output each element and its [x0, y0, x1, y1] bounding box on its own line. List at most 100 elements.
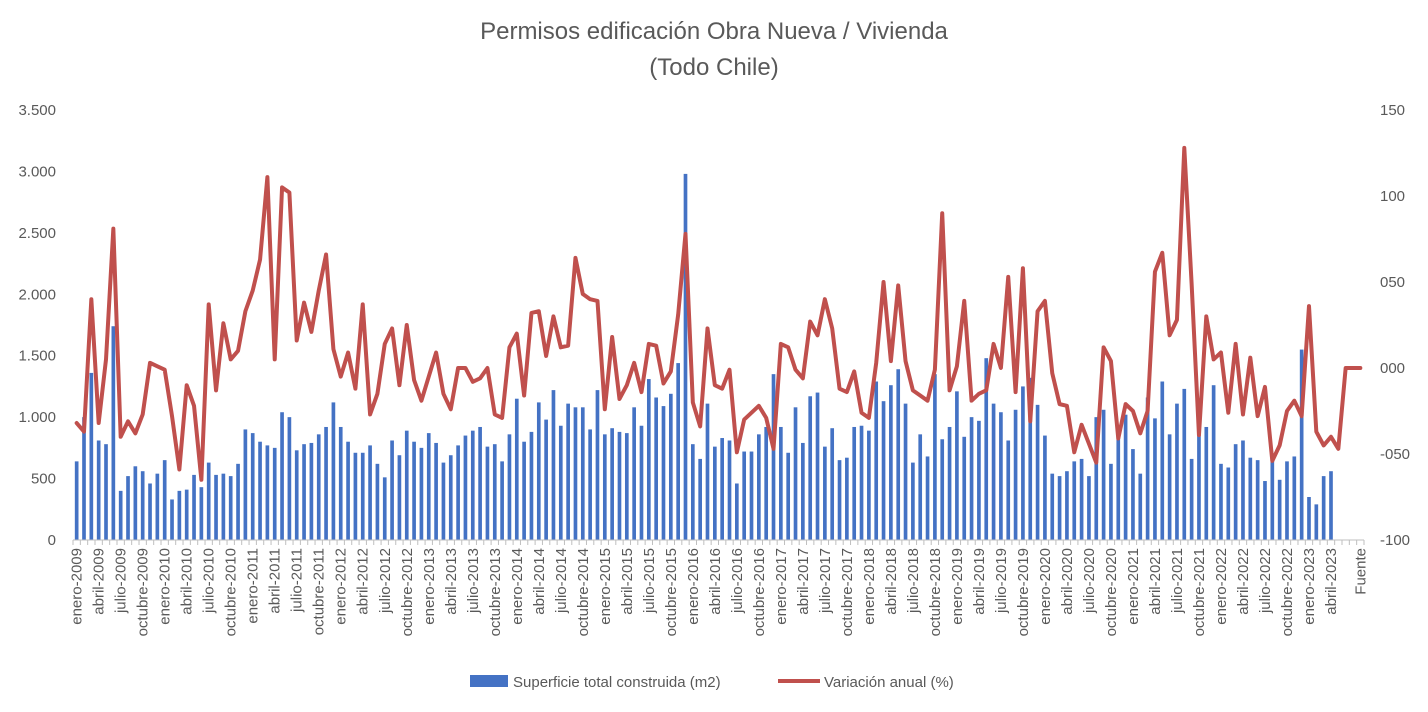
bar [104, 444, 108, 540]
bar [514, 398, 519, 540]
bar [808, 396, 813, 540]
x-tick-label: julio-2011 [289, 548, 306, 613]
bar [911, 462, 915, 540]
x-tick-label: enero-2018 [861, 548, 878, 625]
bar [228, 476, 233, 540]
x-tick-label: julio-2021 [1169, 548, 1186, 614]
bar [830, 428, 835, 540]
x-tick-label: octubre-2014 [575, 548, 592, 636]
bar [1175, 403, 1179, 540]
bar [441, 462, 446, 540]
bar [779, 426, 783, 540]
bar [1211, 385, 1216, 540]
bar [1101, 409, 1106, 540]
bar [1131, 449, 1135, 540]
x-tick-label: julio-2012 [377, 548, 394, 614]
x-tick-label: julio-2018 [905, 548, 922, 614]
x-tick-label: julio-2013 [465, 548, 482, 614]
bar [1043, 435, 1047, 540]
y-right-tick-label: 050 [1380, 274, 1405, 291]
bar [1226, 467, 1231, 540]
bar [456, 445, 460, 540]
bar [419, 447, 424, 540]
bar [889, 385, 893, 540]
x-tick-label: abril-2009 [91, 548, 108, 615]
bar [287, 417, 292, 540]
bar [155, 473, 160, 540]
bar [1021, 386, 1025, 540]
bar [786, 452, 791, 540]
x-tick-label: enero-2009 [69, 548, 86, 625]
bar [1329, 471, 1333, 540]
bar [1182, 388, 1187, 540]
bar [1299, 349, 1304, 540]
bar [1270, 456, 1275, 540]
y-left-tick-label: 3.000 [18, 163, 56, 180]
bar [793, 407, 798, 540]
bar [148, 483, 152, 540]
bar [390, 440, 394, 540]
bar [1057, 476, 1062, 540]
x-tick-label: enero-2015 [597, 548, 614, 625]
x-tick-label: abril-2016 [707, 548, 724, 615]
bar [896, 369, 901, 540]
bar [126, 476, 130, 540]
bar [969, 417, 974, 540]
bar [727, 440, 732, 540]
bar [1006, 440, 1011, 540]
bar [258, 441, 262, 540]
bar [243, 429, 248, 540]
bar [316, 434, 321, 540]
bar [470, 430, 475, 540]
bar [522, 441, 526, 540]
chart-subtitle: (Todo Chile) [649, 54, 779, 81]
bar [184, 489, 189, 540]
bar [1263, 481, 1267, 540]
bar [162, 460, 167, 540]
bar [309, 442, 314, 540]
bar [801, 442, 805, 540]
bar [1028, 377, 1033, 540]
x-tick-label: abril-2012 [355, 548, 372, 615]
x-tick-label: Fuente [1352, 548, 1369, 595]
x-tick-label: abril-2013 [443, 548, 460, 615]
bar [661, 406, 666, 540]
x-tick-label: enero-2011 [245, 548, 262, 624]
bar [1138, 473, 1143, 540]
bar [412, 441, 416, 540]
bar [1277, 479, 1282, 540]
x-tick-label: enero-2016 [685, 548, 702, 625]
bar [492, 444, 497, 540]
bar [815, 392, 820, 540]
bar [536, 402, 541, 540]
bar [947, 426, 952, 540]
bar [1321, 476, 1326, 540]
y-left-tick-label: 0 [48, 532, 56, 549]
x-tick-label: octubre-2022 [1279, 548, 1296, 636]
legend-bar-swatch [470, 675, 508, 687]
bar [177, 490, 182, 540]
bar [353, 452, 358, 540]
bar [764, 426, 769, 540]
x-tick-label: abril-2015 [619, 548, 636, 615]
bar [977, 420, 981, 540]
bar [529, 431, 534, 540]
bar [375, 463, 380, 540]
x-tick-label: octubre-2018 [927, 548, 944, 636]
bar [294, 450, 299, 540]
bar [955, 391, 959, 540]
bar [324, 426, 328, 540]
bar [133, 466, 138, 540]
bar [485, 446, 490, 540]
bar [617, 431, 622, 540]
bar [1109, 463, 1113, 540]
bar [566, 403, 570, 540]
bar [1116, 426, 1121, 540]
bar [338, 426, 343, 540]
bar [771, 374, 776, 540]
x-tick-label: julio-2016 [729, 548, 746, 614]
bar [221, 473, 226, 540]
bar [1145, 397, 1150, 540]
bar [742, 451, 747, 540]
